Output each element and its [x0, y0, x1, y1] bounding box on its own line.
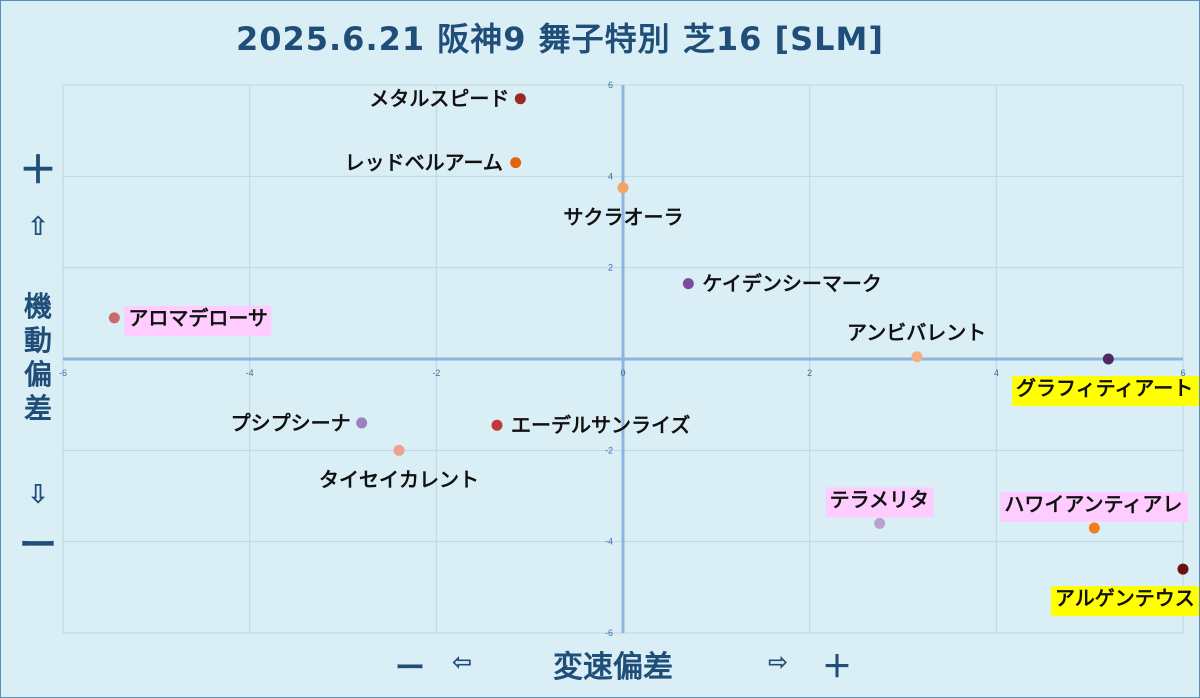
point-label: グラフィティアート — [1016, 376, 1193, 400]
point-label: エーデルサンライズ — [511, 413, 690, 437]
x-tick-label: -2 — [432, 368, 440, 378]
label-highlight — [825, 487, 934, 518]
y-tick-label: -2 — [605, 445, 613, 455]
y-tick-label: 6 — [608, 80, 613, 90]
x-tick-label: -4 — [246, 368, 254, 378]
data-point — [874, 517, 886, 529]
x-axis-label: 変速偏差 — [553, 650, 673, 685]
label-highlight — [1000, 491, 1189, 522]
x-axis-plus-sign: ＋ — [822, 650, 852, 685]
point-label: ハワイアンティアレ — [1004, 492, 1182, 516]
data-point — [911, 351, 923, 363]
x-tick-label: 6 — [1180, 368, 1185, 378]
data-point — [108, 312, 120, 324]
x-tick-label: 0 — [620, 368, 625, 378]
label-highlight — [1012, 376, 1199, 406]
data-point — [1102, 353, 1114, 365]
data-point — [491, 419, 503, 431]
label-highlight — [1051, 586, 1199, 617]
data-point — [617, 182, 629, 194]
data-point — [1088, 522, 1100, 534]
data-point — [682, 278, 694, 290]
y-tick-label: -6 — [605, 628, 613, 638]
data-point — [510, 157, 522, 169]
left-arrow-icon: ⇦ — [452, 648, 473, 676]
x-axis-minus-sign: ー — [395, 651, 425, 686]
label-highlight — [124, 305, 272, 336]
point-label: レッドベルアーム — [345, 151, 503, 175]
point-label: ケイデンシーマーク — [702, 272, 882, 296]
y-axis-label: 機動偏差 — [23, 290, 52, 425]
point-label: サクラオーラ — [564, 205, 684, 229]
point-label: アルゲンテウス — [1055, 586, 1195, 610]
data-point — [356, 417, 368, 429]
data-point — [393, 444, 405, 456]
point-label: テラメリタ — [830, 487, 929, 511]
chart-title: 2025.6.21 阪神9 舞子特別 芝16 [SLM] — [235, 20, 885, 58]
point-label: メタルスピード — [369, 87, 509, 111]
point-label: プシプシーナ — [231, 411, 351, 435]
up-arrow-icon: ⇧ — [27, 212, 49, 242]
y-axis-minus-sign: ー — [18, 523, 57, 567]
data-point — [514, 93, 526, 105]
point-label: アロマデローサ — [128, 306, 268, 330]
x-tick-label: 2 — [807, 368, 812, 378]
point-label: アンビバレント — [847, 321, 986, 345]
y-tick-label: 4 — [608, 171, 613, 181]
down-arrow-icon: ⇩ — [27, 480, 49, 510]
point-label: タイセイカレント — [319, 467, 479, 491]
y-tick-label: 2 — [608, 263, 613, 273]
x-tick-label: 4 — [994, 368, 999, 378]
y-tick-label: -4 — [605, 537, 613, 547]
y-axis-plus-sign: ＋ — [18, 148, 57, 192]
x-tick-label: -6 — [59, 368, 67, 378]
right-arrow-icon: ⇨ — [768, 648, 789, 676]
data-point — [1177, 563, 1189, 575]
